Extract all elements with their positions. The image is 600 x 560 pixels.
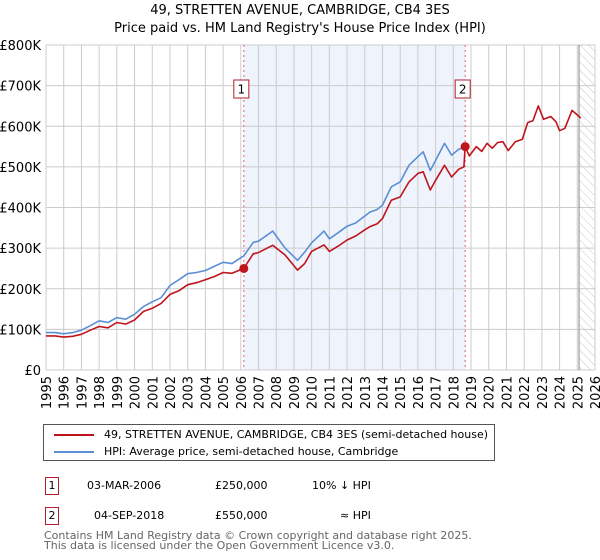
x-tick-label: 1998 bbox=[93, 376, 108, 409]
y-tick-label: £800K bbox=[0, 39, 41, 54]
x-tick-label: 1996 bbox=[58, 376, 73, 409]
x-tick-label: 2025 bbox=[571, 376, 586, 409]
transaction-hpi-comparison: 10% ↓ HPI bbox=[312, 479, 371, 492]
legend: 49, STRETTEN AVENUE, CAMBRIDGE, CB4 3ES … bbox=[43, 424, 495, 461]
y-tick-label: £100K bbox=[0, 323, 41, 338]
transaction-price: £550,000 bbox=[215, 509, 268, 522]
x-tick-label: 2015 bbox=[394, 376, 409, 409]
x-tick-label: 2018 bbox=[447, 376, 462, 409]
transaction-hpi-comparison: ≈ HPI bbox=[340, 509, 371, 522]
x-tick-label: 2008 bbox=[270, 376, 285, 409]
hpi-series-line bbox=[46, 142, 466, 335]
x-tick-label: 2016 bbox=[412, 376, 427, 409]
transaction-row: 2 04-SEP-2018 £550,000 ≈ HPI bbox=[44, 507, 564, 529]
y-tick-label: £600K bbox=[0, 120, 41, 135]
x-tick-label: 2009 bbox=[288, 376, 303, 409]
sale-annotation-box bbox=[233, 79, 250, 99]
y-tick-label: £400K bbox=[0, 202, 41, 217]
footer-line: Contains HM Land Registry data © Crown c… bbox=[44, 529, 472, 542]
x-tick-label: 2005 bbox=[217, 376, 232, 409]
x-tick-label: 1999 bbox=[111, 376, 126, 409]
x-tick-label: 2002 bbox=[164, 376, 179, 409]
chart-subtitle: Price paid vs. HM Land Registry's House … bbox=[114, 21, 486, 36]
chart-title: 49, STRETTEN AVENUE, CAMBRIDGE, CB4 3ES bbox=[150, 3, 450, 18]
legend-label: 49, STRETTEN AVENUE, CAMBRIDGE, CB4 3ES … bbox=[104, 428, 489, 441]
transaction-date: 04-SEP-2018 bbox=[94, 509, 165, 522]
footer-line: This data is licensed under the Open Gov… bbox=[44, 539, 395, 552]
y-tick-label: £700K bbox=[0, 80, 41, 95]
transaction-date: 03-MAR-2006 bbox=[87, 479, 162, 492]
legend-line-hpi bbox=[54, 451, 94, 453]
sale-point-marker bbox=[239, 263, 249, 273]
x-tick-label: 2014 bbox=[376, 376, 391, 409]
price-paid-series-line bbox=[46, 105, 582, 338]
x-tick-label: 2011 bbox=[323, 376, 338, 409]
y-tick-label: £500K bbox=[0, 161, 41, 176]
x-tick-label: 2019 bbox=[465, 376, 480, 409]
sale-annotation-label: 1 bbox=[237, 83, 245, 97]
transaction-row: 1 03-MAR-2006 £250,000 10% ↓ HPI bbox=[44, 477, 564, 499]
forecast-hatch-region bbox=[579, 45, 595, 370]
y-tick-label: £0 bbox=[24, 364, 41, 379]
price-chart: £0 £100K £200K £300K £400K £500K £600K £700K £80… bbox=[0, 39, 600, 409]
x-tick-label: 2001 bbox=[146, 376, 161, 409]
y-tick-label: £200K bbox=[0, 283, 41, 298]
x-tick-label: 1997 bbox=[75, 376, 90, 409]
x-tick-label: 2022 bbox=[518, 376, 533, 409]
x-tick-label: 2013 bbox=[359, 376, 374, 409]
x-tick-label: 2006 bbox=[235, 376, 250, 409]
x-tick-label: 2026 bbox=[589, 376, 600, 409]
x-tick-label: 2017 bbox=[430, 376, 445, 409]
x-tick-label: 2020 bbox=[483, 376, 498, 409]
legend-label: HPI: Average price, semi-detached house,… bbox=[104, 445, 399, 458]
transaction-price: £250,000 bbox=[215, 479, 268, 492]
x-tick-label: 2003 bbox=[182, 376, 197, 409]
x-tick-label: 2012 bbox=[341, 376, 356, 409]
transaction-number-badge: 2 bbox=[45, 507, 59, 525]
y-tick-label: £300K bbox=[0, 242, 41, 257]
sale-annotation-label: 2 bbox=[459, 83, 467, 97]
x-tick-label: 2021 bbox=[500, 376, 515, 409]
x-tick-label: 2007 bbox=[253, 376, 268, 409]
sale-point-marker bbox=[460, 142, 470, 152]
footer-copyright: Contains HM Land Registry data © Crown c… bbox=[44, 529, 472, 552]
sale-annotation-box bbox=[454, 79, 471, 99]
x-tick-label: 2024 bbox=[554, 376, 569, 409]
transaction-number-badge: 1 bbox=[45, 477, 59, 495]
x-tick-label: 2000 bbox=[129, 376, 144, 409]
x-tick-label: 2004 bbox=[199, 376, 214, 409]
legend-line-price-paid bbox=[54, 434, 94, 436]
x-tick-label: 2010 bbox=[306, 376, 321, 409]
x-tick-label: 1995 bbox=[40, 376, 55, 409]
x-tick-label: 2023 bbox=[536, 376, 551, 409]
